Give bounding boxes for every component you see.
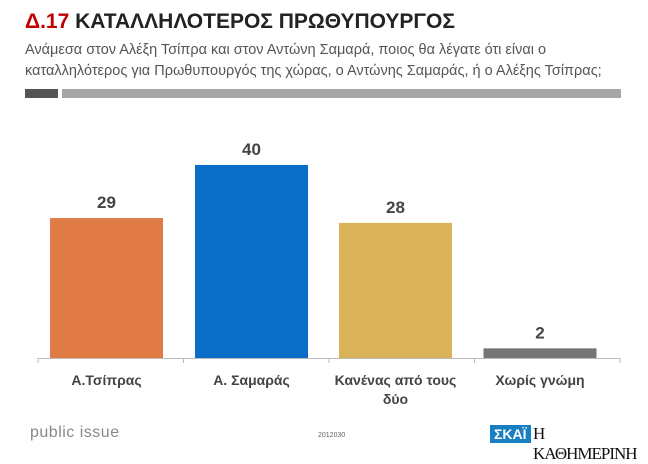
survey-code: 2012030	[318, 432, 346, 439]
skai-logo: ΣΚΑΪ	[490, 425, 531, 443]
category-label: Κανένας από τους	[335, 372, 457, 388]
data-label: 28	[386, 198, 405, 217]
data-label: 40	[242, 140, 261, 159]
bar	[195, 165, 308, 358]
data-label: 29	[97, 193, 116, 212]
data-label: 2	[535, 323, 544, 342]
question-text: Ανάμεσα στον Αλέξη Τσίπρα και στον Αντών…	[25, 42, 602, 79]
divider-light	[62, 89, 621, 98]
public-issue-logo: public issue	[30, 424, 120, 441]
page-title: Δ.17 ΚΑΤΑΛΛΗΛΟΤΕΡΟΣ ΠΡΩΘΥΠΟΥΡΓΟΣ	[25, 10, 455, 34]
title-text: ΚΑΤΑΛΛΗΛΟΤΕΡΟΣ ΠΡΩΘΥΠΟΥΡΓΟΣ	[75, 10, 455, 33]
bar	[339, 222, 452, 358]
kathimerini-logo: Η ΚΑΘΗΜΕΡΙΝΗ	[533, 424, 638, 463]
bar	[50, 218, 163, 358]
category-label: Α.Τσίπρας	[71, 372, 141, 388]
category-label: δύο	[383, 391, 408, 407]
divider-dark	[25, 89, 58, 98]
question-number: Δ.17	[25, 10, 70, 33]
category-label: Χωρίς γνώμη	[495, 372, 584, 388]
bar	[483, 348, 597, 358]
category-label: Α. Σαμαράς	[213, 372, 290, 388]
